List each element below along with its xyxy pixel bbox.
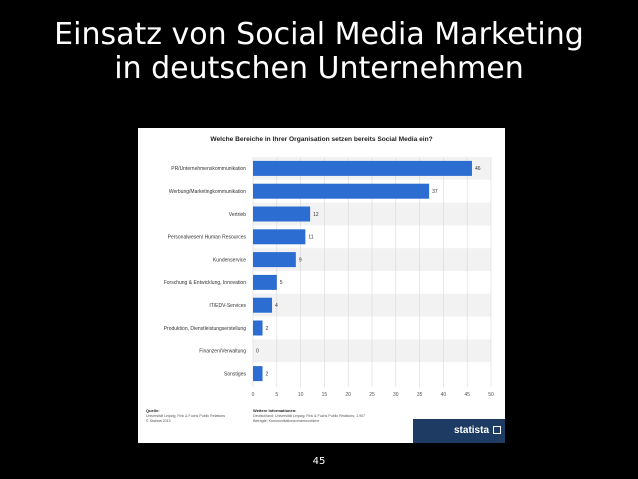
bar [253, 229, 305, 244]
statista-mark-icon [493, 426, 501, 434]
source-label: Quelle: [146, 408, 160, 413]
data-label: 0 [256, 349, 259, 355]
category-label: Finanzen/Verwaltung [199, 349, 246, 355]
info-block: Weitere Informationen: Deutschland; Univ… [253, 408, 393, 424]
category-label: Produktion, Dienstleistungserstellung [164, 326, 246, 332]
info-line: Deutschland; Universität Leipzig; Fink &… [253, 414, 365, 418]
bar [253, 207, 310, 222]
bar [253, 366, 263, 381]
x-tick-label: 40 [441, 392, 447, 398]
bar [253, 184, 429, 199]
data-label: 4 [275, 303, 278, 309]
slide-title: Einsatz von Social Media Marketing in de… [0, 18, 638, 86]
x-tick-label: 35 [417, 392, 423, 398]
data-label: 46 [475, 166, 481, 172]
info-line: Befragte; Kommunikationsverantwortliche [253, 419, 319, 423]
category-label: Personalwesen/ Human Resources [168, 235, 247, 241]
category-label: Kundenservice [213, 257, 246, 263]
data-label: 5 [280, 280, 283, 286]
bar [253, 321, 263, 336]
category-label: Werbung/Marketingkommunikation [169, 189, 246, 195]
chart-footer: Quelle: Universität Leipzig; Fink & Fuch… [138, 399, 505, 443]
x-tick-label: 10 [298, 392, 304, 398]
bar-chart: 05101520253035404550Anteil der Befragten… [138, 128, 505, 399]
bar [253, 298, 272, 313]
source-block: Quelle: Universität Leipzig; Fink & Fuch… [146, 408, 246, 424]
statista-logo[interactable]: statista [413, 419, 505, 443]
category-label: Forschung & Entwicklung, Innovation [164, 280, 246, 286]
category-label: Sonstiges [224, 371, 246, 377]
x-tick-label: 45 [464, 392, 470, 398]
x-tick-label: 0 [252, 392, 255, 398]
info-label: Weitere Informationen: [253, 408, 297, 413]
source-line: © Statista 2013 [146, 419, 171, 423]
bar [253, 275, 277, 290]
statista-brand: statista [454, 425, 489, 436]
x-tick-label: 25 [369, 392, 375, 398]
x-tick-label: 50 [488, 392, 494, 398]
x-tick-label: 30 [393, 392, 399, 398]
data-label: 2 [266, 326, 269, 332]
x-tick-label: 5 [275, 392, 278, 398]
x-tick-label: 20 [345, 392, 351, 398]
bar [253, 252, 296, 267]
source-line: Universität Leipzig; Fink & Fuchs Public… [146, 414, 225, 418]
data-label: 2 [266, 371, 269, 377]
slide-title-line-1: Einsatz von Social Media Marketing [0, 18, 638, 52]
category-label: IT/EDV-Services [209, 303, 246, 309]
data-label: 9 [299, 257, 302, 263]
slide-title-line-2: in deutschen Unternehmen [0, 52, 638, 86]
x-tick-label: 15 [322, 392, 328, 398]
data-label: 11 [308, 235, 313, 241]
chart-card: Welche Bereiche in Ihrer Organisation se… [138, 128, 505, 443]
page-number: 45 [0, 456, 638, 467]
category-label: Vertrieb [229, 212, 246, 218]
data-label: 12 [313, 212, 319, 218]
bar [253, 161, 472, 176]
category-label: PR/Unternehmenskommunikation [171, 166, 246, 172]
data-label: 37 [432, 189, 438, 195]
